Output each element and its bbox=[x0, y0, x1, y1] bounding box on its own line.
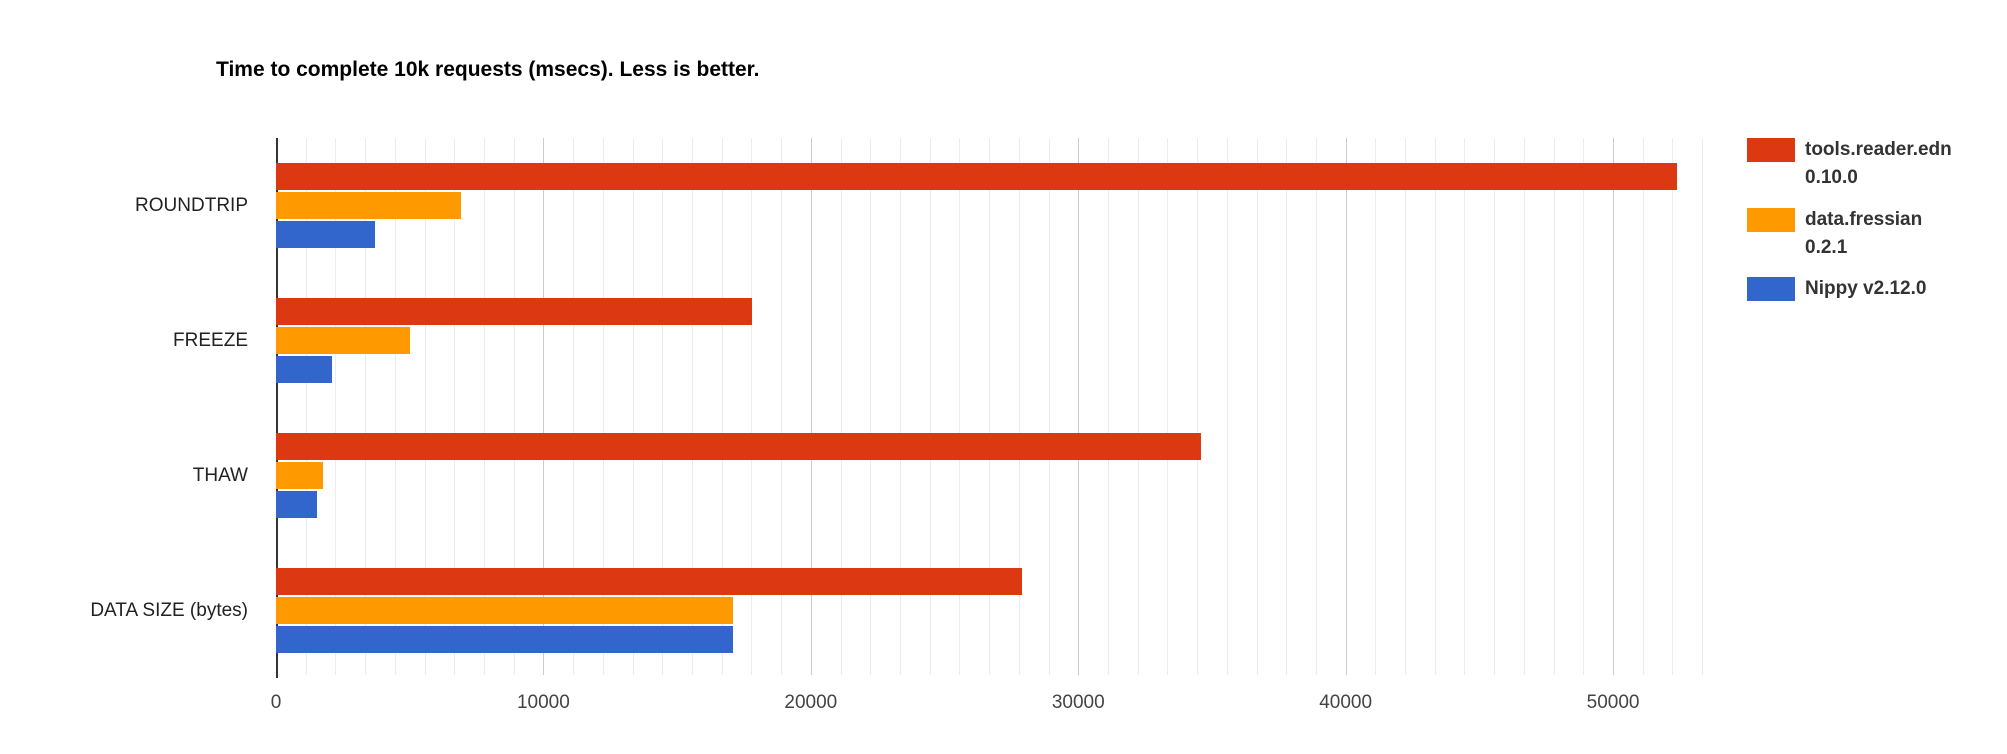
bar-roundtrip-series-0[interactable] bbox=[276, 163, 1677, 190]
minor-gridline bbox=[929, 138, 931, 675]
minor-gridline bbox=[1434, 138, 1436, 675]
minor-gridline bbox=[1375, 138, 1377, 675]
category-label-0: ROUNDTRIP bbox=[135, 194, 248, 216]
minor-gridline bbox=[1583, 138, 1585, 675]
minor-gridline bbox=[1197, 138, 1199, 675]
legend-swatch-icon bbox=[1747, 277, 1795, 301]
minor-gridline bbox=[1315, 138, 1317, 675]
category-label-2: THAW bbox=[192, 464, 248, 486]
legend-label: Nippy v2.12.0 bbox=[1805, 275, 1926, 303]
bar-data-size-bytes-series-0[interactable] bbox=[276, 568, 1022, 595]
minor-gridline bbox=[1226, 138, 1228, 675]
minor-gridline bbox=[602, 138, 604, 675]
minor-gridline bbox=[721, 138, 723, 675]
legend-label: data.fressian 0.2.1 bbox=[1805, 206, 1922, 262]
major-gridline bbox=[1345, 138, 1347, 675]
legend-label-line: data.fressian bbox=[1805, 209, 1923, 230]
minor-gridline bbox=[1286, 138, 1288, 675]
bar-thaw-series-2[interactable] bbox=[276, 491, 317, 518]
minor-gridline bbox=[1702, 138, 1704, 675]
x-tick-label-5: 50000 bbox=[1586, 692, 1640, 713]
legend-label-line: tools.reader.edn bbox=[1805, 139, 1952, 160]
bar-roundtrip-series-2[interactable] bbox=[276, 221, 375, 248]
minor-gridline bbox=[1494, 138, 1496, 675]
bar-thaw-series-1[interactable] bbox=[276, 462, 323, 489]
legend-label: tools.reader.edn 0.10.0 bbox=[1805, 136, 1952, 192]
minor-gridline bbox=[513, 138, 515, 675]
minor-gridline bbox=[840, 138, 842, 675]
bar-freeze-series-0[interactable] bbox=[276, 298, 752, 325]
bar-data-size-bytes-series-2[interactable] bbox=[276, 626, 733, 653]
major-gridline bbox=[1613, 138, 1615, 675]
minor-gridline bbox=[1464, 138, 1466, 675]
bar-data-size-bytes-series-1[interactable] bbox=[276, 597, 733, 624]
bar-roundtrip-series-1[interactable] bbox=[276, 192, 461, 219]
x-tick-label-1: 10000 bbox=[516, 692, 570, 713]
minor-gridline bbox=[870, 138, 872, 675]
legend-swatch-icon bbox=[1747, 138, 1795, 162]
minor-gridline bbox=[899, 138, 901, 675]
minor-gridline bbox=[1137, 138, 1139, 675]
x-tick-label-2: 20000 bbox=[784, 692, 838, 713]
category-label-1: FREEZE bbox=[173, 329, 248, 351]
minor-gridline bbox=[1167, 138, 1169, 675]
minor-gridline bbox=[691, 138, 693, 675]
legend-item-0: tools.reader.edn 0.10.0 bbox=[1747, 136, 1952, 192]
minor-gridline bbox=[1405, 138, 1407, 675]
major-gridline bbox=[1078, 138, 1080, 675]
minor-gridline bbox=[989, 138, 991, 675]
minor-gridline bbox=[1672, 138, 1674, 675]
minor-gridline bbox=[1642, 138, 1644, 675]
minor-gridline bbox=[365, 138, 367, 675]
minor-gridline bbox=[1523, 138, 1525, 675]
legend-item-1: data.fressian 0.2.1 bbox=[1747, 206, 1922, 262]
minor-gridline bbox=[1553, 138, 1555, 675]
minor-gridline bbox=[483, 138, 485, 675]
axis-baseline bbox=[276, 138, 278, 678]
x-tick-label-4: 40000 bbox=[1319, 692, 1373, 713]
x-tick-label-3: 30000 bbox=[1051, 692, 1105, 713]
x-tick-label-0: 0 bbox=[270, 692, 282, 713]
minor-gridline bbox=[394, 138, 396, 675]
minor-gridline bbox=[662, 138, 664, 675]
legend-label-line: 0.10.0 bbox=[1805, 167, 1858, 188]
minor-gridline bbox=[959, 138, 961, 675]
bar-freeze-series-2[interactable] bbox=[276, 356, 332, 383]
major-gridline bbox=[810, 138, 812, 675]
minor-gridline bbox=[573, 138, 575, 675]
minor-gridline bbox=[781, 138, 783, 675]
minor-gridline bbox=[1048, 138, 1050, 675]
legend-label-line: Nippy v2.12.0 bbox=[1805, 278, 1927, 299]
minor-gridline bbox=[1256, 138, 1258, 675]
minor-gridline bbox=[424, 138, 426, 675]
minor-gridline bbox=[751, 138, 753, 675]
minor-gridline bbox=[305, 138, 307, 675]
minor-gridline bbox=[335, 138, 337, 675]
minor-gridline bbox=[632, 138, 634, 675]
major-gridline bbox=[543, 138, 545, 675]
bar-thaw-series-0[interactable] bbox=[276, 433, 1201, 460]
legend-label-line: 0.2.1 bbox=[1805, 237, 1848, 258]
legend-swatch-icon bbox=[1747, 208, 1795, 232]
minor-gridline bbox=[454, 138, 456, 675]
minor-gridline bbox=[1107, 138, 1109, 675]
chart-title: Time to complete 10k requests (msecs). L… bbox=[216, 58, 760, 81]
bar-freeze-series-1[interactable] bbox=[276, 327, 410, 354]
legend-item-2: Nippy v2.12.0 bbox=[1747, 275, 1926, 303]
category-label-3: DATA SIZE (bytes) bbox=[90, 599, 248, 621]
minor-gridline bbox=[1018, 138, 1020, 675]
